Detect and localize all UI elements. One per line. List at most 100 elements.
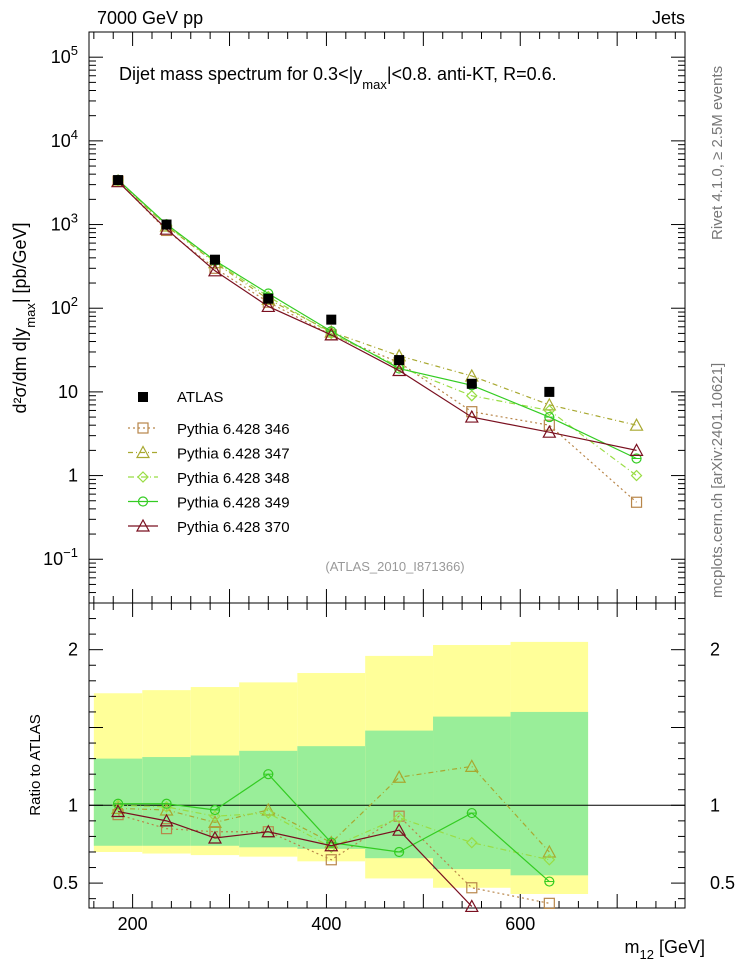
series-line-ratio-1 — [118, 765, 550, 853]
legend-marker-2 — [137, 471, 149, 483]
series-point-ratio-0 — [466, 882, 478, 894]
ratio-tick-label-right: 1 — [710, 795, 720, 815]
series-point-ratio-4 — [207, 830, 222, 844]
legend-label-1: Pythia 6.428 347 — [177, 446, 290, 463]
series-point-ratio-2 — [209, 810, 221, 823]
series-point-main-4 — [261, 299, 276, 313]
series-point-ratio-0 — [160, 823, 173, 835]
analysis-id-label: (ATLAS_2010_I871366) — [325, 559, 464, 574]
series-point-ratio-1 — [542, 844, 557, 858]
series-point-main-2 — [630, 469, 643, 482]
legend-label-0: Pythia 6.428 346 — [177, 421, 290, 438]
ratio-uncertainty-bands — [93, 641, 589, 894]
band-stat-7 — [510, 711, 589, 876]
ratio-tick-label-left: 1 — [68, 795, 78, 815]
series-point-main-4 — [324, 327, 339, 341]
legend-series-entries: Pythia 6.428 346 Pythia 6.428 347 Pythia 6… — [128, 421, 290, 536]
series-point-ratio-0 — [209, 826, 221, 838]
band-stat-3 — [239, 750, 298, 848]
series-point-main-0 — [543, 419, 555, 431]
series-point-ratio-1 — [392, 770, 407, 783]
side-label-rivet: Rivet 4.1.0, ≥ 2.5M events — [709, 66, 726, 240]
y-tick-label: 105 — [51, 43, 78, 67]
data-point — [263, 293, 274, 304]
series-point-main-2 — [465, 389, 478, 402]
y-axis-label: d²σ/dm d|ymax| [pb/GeV] — [10, 222, 38, 413]
ratio-tick-labels: 2 2 1 1 0.5 0.5 — [53, 640, 735, 893]
data-point — [394, 355, 405, 366]
main-plot-frame — [88, 31, 686, 604]
header-right: Jets — [652, 8, 685, 28]
series-line-ratio-3 — [118, 773, 550, 882]
data-layer — [113, 175, 555, 397]
data-point — [466, 378, 477, 389]
series-point-main-4 — [464, 409, 479, 423]
ratio-plot-frame — [88, 602, 686, 909]
series-point-ratio-0 — [543, 897, 555, 909]
data-point — [209, 254, 220, 265]
y-tick-label: 103 — [51, 211, 78, 235]
series-line-main-2 — [117, 180, 637, 477]
ratio-tick-label-right: 0.5 — [710, 873, 735, 893]
data-point — [544, 386, 555, 397]
y-tick-label: 1 — [68, 466, 78, 486]
series-line-ratio-2 — [118, 804, 550, 861]
legend-entry-4: Pythia 6.428 370 — [128, 518, 290, 536]
data-point — [161, 219, 172, 230]
data-point — [326, 314, 337, 325]
series-point-ratio-4 — [464, 899, 479, 913]
ratio-tick-label-left: 0.5 — [53, 873, 78, 893]
y-tick-label: 10−1 — [43, 545, 78, 569]
series-layer — [111, 173, 644, 913]
band-stat-5 — [365, 730, 434, 859]
series-point-ratio-2 — [543, 853, 556, 866]
series-point-main-2 — [543, 404, 556, 417]
series-point-ratio-4 — [261, 824, 276, 838]
legend-entry-3: Pythia 6.428 349 — [128, 495, 290, 512]
legend-entry-0: Pythia 6.428 346 — [128, 421, 290, 438]
x-axis-label: m12 [GeV] — [625, 937, 706, 962]
ratio-y-axis-label: Ratio to ATLAS — [27, 714, 44, 815]
legend-marker-atlas — [138, 392, 148, 402]
series-point-ratio-2 — [160, 801, 173, 813]
legend-marker-0 — [137, 422, 149, 434]
series-point-ratio-0 — [393, 810, 405, 822]
series-3 — [112, 174, 642, 887]
series-point-ratio-4 — [324, 838, 339, 852]
band-stat-6 — [433, 716, 511, 870]
legend-label-4: Pythia 6.428 370 — [177, 519, 290, 536]
series-line-main-4 — [117, 181, 637, 451]
series-point-main-0 — [630, 496, 643, 508]
series-point-main-4 — [392, 363, 407, 377]
series-point-main-4 — [629, 443, 644, 456]
header-left: 7000 GeV pp — [97, 8, 203, 28]
series-point-ratio-2 — [262, 807, 275, 819]
legend-label-3: Pythia 6.428 349 — [177, 495, 290, 512]
series-point-ratio-1 — [261, 802, 276, 816]
ratio-tick-label-left: 2 — [68, 640, 78, 660]
series-point-ratio-1 — [207, 815, 222, 829]
band-stat-4 — [297, 746, 366, 849]
series-point-ratio-2 — [393, 811, 405, 824]
side-label-mcplots: mcplots.cern.ch [arXiv:2401.10621] — [709, 363, 726, 598]
ratio-tick-label-right: 2 — [710, 640, 720, 660]
legend-marker-4 — [135, 518, 151, 532]
x-tick-label: 600 — [505, 914, 535, 934]
legend-marker-1 — [135, 445, 151, 459]
legend-entry-2: Pythia 6.428 348 — [128, 470, 290, 487]
legend-label-atlas: ATLAS — [177, 389, 223, 406]
y-tick-label: 104 — [51, 127, 78, 151]
series-point-ratio-4 — [111, 804, 126, 818]
series-point-ratio-0 — [325, 854, 337, 866]
series-point-ratio-4 — [392, 822, 407, 836]
series-point-ratio-2 — [465, 836, 478, 849]
legend-entry-1: Pythia 6.428 347 — [128, 445, 290, 463]
series-point-main-1 — [629, 417, 644, 431]
series-point-ratio-4 — [159, 813, 174, 827]
plot-title: Dijet mass spectrum for 0.3<|ymax|<0.8. … — [119, 64, 557, 92]
series-line-ratio-4 — [117, 810, 473, 907]
